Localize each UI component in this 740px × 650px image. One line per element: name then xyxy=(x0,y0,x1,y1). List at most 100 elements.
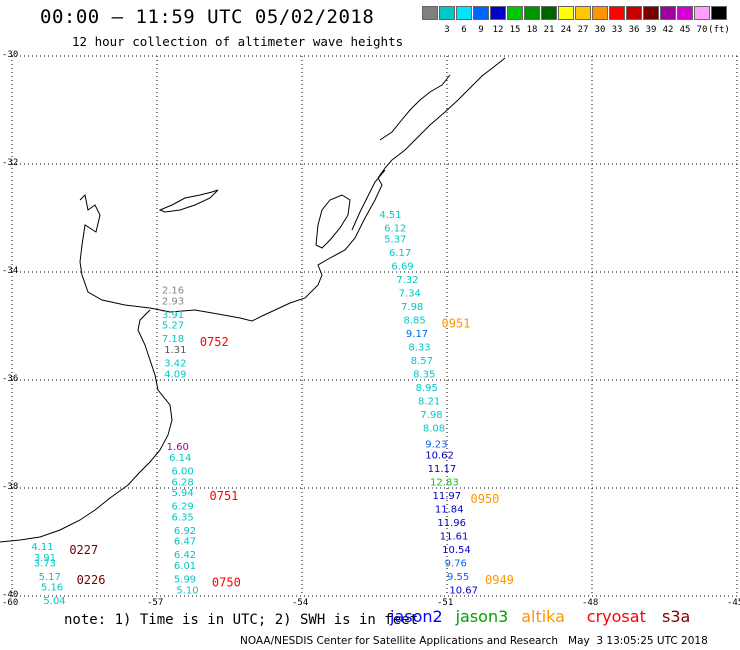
wave-height-reading: 8.08 xyxy=(423,423,445,434)
pass-time-label: 0227 xyxy=(69,543,98,557)
wave-height-reading: 10.67 xyxy=(449,585,478,596)
color-swatch xyxy=(439,6,455,20)
page-subtitle: 12 hour collection of altimeter wave hei… xyxy=(72,34,404,49)
satellite-legend-item: s3a xyxy=(662,607,691,626)
wave-height-reading: 8.57 xyxy=(411,356,433,367)
latitude-label: -32 xyxy=(2,158,19,168)
color-swatch xyxy=(711,6,727,20)
satellite-legend-item: jason3 xyxy=(455,607,509,626)
wave-height-reading: 11.61 xyxy=(440,531,469,542)
longitude-label: -54 xyxy=(292,598,309,608)
pass-time-label: 0949 xyxy=(485,573,514,587)
wave-height-reading: 5.37 xyxy=(384,234,406,245)
color-scale-label: 24 xyxy=(560,25,572,35)
inner-lagoon-shore xyxy=(351,169,386,231)
wave-height-reading: 8.85 xyxy=(404,315,426,326)
wave-height-reading: 3.91 xyxy=(162,310,184,321)
wave-height-reading: 11.17 xyxy=(428,464,457,475)
wave-height-reading: 5.04 xyxy=(43,596,65,607)
color-swatch xyxy=(422,6,438,20)
wave-height-reading: 6.28 xyxy=(172,477,194,488)
wave-height-reading: 5.10 xyxy=(176,585,198,596)
color-swatch xyxy=(660,6,676,20)
wave-height-reading: 6.01 xyxy=(174,561,196,572)
units-note: note: 1) Time is in UTC; 2) SWH is in fe… xyxy=(64,612,419,628)
wave-height-reading: 9.23 xyxy=(425,440,447,451)
color-swatch xyxy=(558,6,574,20)
color-swatch xyxy=(694,6,710,20)
wave-height-reading: 7.18 xyxy=(162,334,184,345)
color-swatch xyxy=(541,6,557,20)
longitude-label: -45 xyxy=(727,598,740,608)
color-scale-label: 21 xyxy=(543,25,555,35)
latitude-label: -30 xyxy=(2,50,19,60)
wave-height-reading: 6.00 xyxy=(172,467,194,478)
color-scale-label: (ft) xyxy=(708,25,730,35)
wave-height-reading: 3.42 xyxy=(164,359,186,370)
wave-height-reading: 6.29 xyxy=(172,502,194,513)
wave-height-reading: 5.16 xyxy=(41,583,63,594)
wave-height-reading: 7.98 xyxy=(420,410,442,421)
longitude-label: -48 xyxy=(582,598,599,608)
wave-height-reading: 11.84 xyxy=(435,504,464,515)
wave-height-reading: 1.31 xyxy=(164,345,186,356)
brazil-inland-lakes xyxy=(379,74,451,141)
wave-height-reading: 6.12 xyxy=(384,224,406,235)
wave-height-reading: 7.98 xyxy=(401,302,423,313)
color-scale-label: 70 xyxy=(696,25,708,35)
wave-height-reading: 4.51 xyxy=(379,210,401,221)
color-scale-label: 36 xyxy=(628,25,640,35)
wave-height-reading: 7.34 xyxy=(399,288,421,299)
color-swatch xyxy=(609,6,625,20)
color-swatch xyxy=(677,6,693,20)
latitude-label: -34 xyxy=(2,266,19,276)
wave-height-reading: 12.83 xyxy=(430,477,459,488)
lagoa-dos-patos xyxy=(315,194,351,249)
wave-height-reading: 8.95 xyxy=(416,383,438,394)
pass-time-label: 0226 xyxy=(77,573,106,587)
pass-time-label: 0752 xyxy=(200,335,229,349)
longitude-label: -57 xyxy=(147,598,164,608)
satellite-legend-item: altika xyxy=(521,607,565,626)
color-scale-label: 39 xyxy=(645,25,657,35)
wave-height-reading: 7.32 xyxy=(396,275,418,286)
color-scale-label: 12 xyxy=(492,25,504,35)
credit-line: NOAA/NESDIS Center for Satellite Applica… xyxy=(240,635,708,647)
wave-height-reading: 3.73 xyxy=(34,558,56,569)
wave-height-reading: 11.97 xyxy=(433,491,462,502)
page-title: 00:00 – 11:59 UTC 05/02/2018 xyxy=(40,6,375,28)
uruguay-brazil-coast xyxy=(79,57,506,322)
pass-time-label: 0751 xyxy=(210,489,239,503)
color-scale-label: 27 xyxy=(577,25,589,35)
wave-height-reading: 1.60 xyxy=(167,442,189,453)
satellite-legend-item: cryosat xyxy=(586,607,646,626)
wave-height-reading: 9.17 xyxy=(406,329,428,340)
wave-height-reading: 2.16 xyxy=(162,286,184,297)
coastline xyxy=(0,57,506,543)
wave-height-reading: 8.35 xyxy=(413,369,435,380)
wave-height-reading: 10.62 xyxy=(425,450,454,461)
wave-height-reading: 3.91 xyxy=(34,553,56,564)
longitude-label: -51 xyxy=(437,598,454,608)
pass-time-label: 0951 xyxy=(442,316,471,330)
color-swatch xyxy=(575,6,591,20)
color-scale-label: 3 xyxy=(444,25,450,35)
pass-time-label: 0950 xyxy=(471,492,500,506)
graticule-grid xyxy=(11,55,738,597)
color-swatch xyxy=(592,6,608,20)
wave-height-reading: 6.92 xyxy=(174,526,196,537)
pass-time-label: 0750 xyxy=(212,576,241,590)
color-swatch xyxy=(473,6,489,20)
wave-height-reading: 8.33 xyxy=(408,342,430,353)
color-scale-label: 42 xyxy=(662,25,674,35)
rio-de-la-plata-south-coast xyxy=(0,309,173,543)
wave-height-reading: 5.99 xyxy=(174,575,196,586)
latitude-label: -38 xyxy=(2,482,19,492)
color-scale-label: 45 xyxy=(679,25,691,35)
wave-height-reading: 6.42 xyxy=(174,550,196,561)
color-scale-label: 6 xyxy=(461,25,467,35)
uruguay-river xyxy=(158,189,219,213)
wave-height-reading: 5.94 xyxy=(172,488,194,499)
color-scale-label: 30 xyxy=(594,25,606,35)
